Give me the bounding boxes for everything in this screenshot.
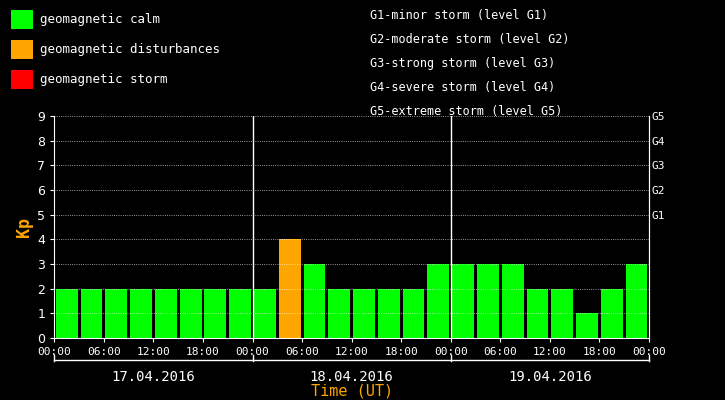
Bar [279,239,301,338]
Text: geomagnetic calm: geomagnetic calm [40,13,160,26]
Bar [56,289,78,338]
Bar [254,289,276,338]
Text: geomagnetic disturbances: geomagnetic disturbances [40,43,220,56]
Bar [130,289,152,338]
Bar [80,289,102,338]
Bar [402,289,424,338]
Text: G4-severe storm (level G4): G4-severe storm (level G4) [370,81,555,94]
Text: G3-strong storm (level G3): G3-strong storm (level G3) [370,57,555,70]
Text: 17.04.2016: 17.04.2016 [112,370,195,384]
Bar [378,289,399,338]
Bar [155,289,177,338]
Bar [452,264,474,338]
Text: geomagnetic storm: geomagnetic storm [40,73,167,86]
Y-axis label: Kp: Kp [15,217,33,237]
Bar [304,264,326,338]
Bar [229,289,251,338]
Bar [576,313,598,338]
Text: G1-minor storm (level G1): G1-minor storm (level G1) [370,9,548,22]
Text: G5-extreme storm (level G5): G5-extreme storm (level G5) [370,105,562,118]
Text: 18.04.2016: 18.04.2016 [310,370,394,384]
Bar [428,264,450,338]
Bar [626,264,647,338]
Text: 19.04.2016: 19.04.2016 [508,370,592,384]
Bar [353,289,375,338]
Bar [502,264,523,338]
Text: G2-moderate storm (level G2): G2-moderate storm (level G2) [370,33,569,46]
Bar [526,289,548,338]
Bar [105,289,127,338]
Text: Time (UT): Time (UT) [310,383,393,398]
Bar [601,289,623,338]
Bar [328,289,350,338]
Bar [180,289,202,338]
Bar [204,289,226,338]
Bar [477,264,499,338]
Bar [551,289,573,338]
